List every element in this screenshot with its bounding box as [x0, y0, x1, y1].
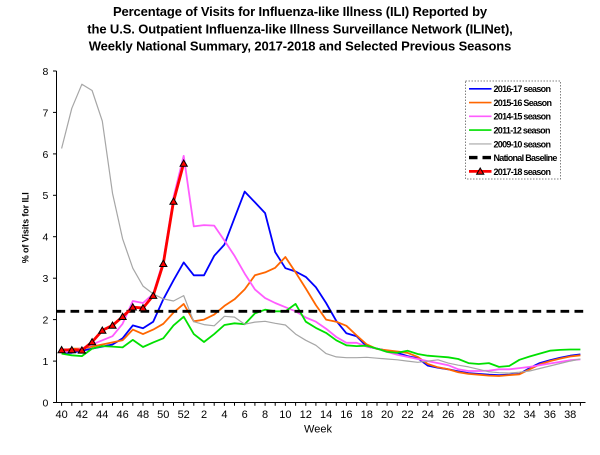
- svg-text:2: 2: [42, 315, 48, 327]
- svg-text:Week: Week: [304, 424, 332, 436]
- svg-text:2009-10 season: 2009-10 season: [494, 139, 551, 149]
- svg-text:42: 42: [76, 409, 88, 421]
- svg-text:7: 7: [42, 107, 48, 119]
- svg-text:Percentage of Visits for Influ: Percentage of Visits for Influenza-like …: [113, 4, 488, 19]
- svg-text:36: 36: [544, 409, 556, 421]
- svg-text:2016-17 season: 2016-17 season: [494, 84, 551, 94]
- svg-text:6: 6: [242, 409, 248, 421]
- svg-text:National Baseline: National Baseline: [494, 153, 558, 163]
- svg-text:10: 10: [279, 409, 291, 421]
- svg-text:2011-12 season: 2011-12 season: [494, 126, 550, 136]
- svg-text:50: 50: [157, 409, 169, 421]
- svg-text:16: 16: [340, 409, 352, 421]
- svg-text:2014-15 season: 2014-15 season: [494, 112, 551, 122]
- svg-text:48: 48: [137, 409, 149, 421]
- svg-text:3: 3: [42, 273, 48, 285]
- svg-text:44: 44: [96, 409, 108, 421]
- svg-text:1: 1: [42, 356, 48, 368]
- svg-text:20: 20: [381, 409, 393, 421]
- svg-text:26: 26: [442, 409, 454, 421]
- svg-text:8: 8: [42, 66, 48, 78]
- svg-text:0: 0: [42, 397, 48, 409]
- svg-text:4: 4: [221, 409, 227, 421]
- svg-text:34: 34: [523, 409, 535, 421]
- svg-text:2017-18 season: 2017-18 season: [494, 167, 551, 177]
- svg-text:40: 40: [55, 409, 67, 421]
- svg-text:Weekly National Summary, 2017-: Weekly National Summary, 2017-2018 and S…: [89, 39, 512, 54]
- svg-text:14: 14: [320, 409, 332, 421]
- svg-text:8: 8: [262, 409, 268, 421]
- svg-text:22: 22: [401, 409, 413, 421]
- svg-text:32: 32: [503, 409, 515, 421]
- svg-text:6: 6: [42, 149, 48, 161]
- svg-text:% of Visits for ILI: % of Visits for ILI: [21, 192, 31, 263]
- svg-text:2: 2: [201, 409, 207, 421]
- svg-text:30: 30: [483, 409, 495, 421]
- svg-text:46: 46: [116, 409, 128, 421]
- svg-text:4: 4: [42, 232, 48, 244]
- svg-text:the U.S. Outpatient Influenza-: the U.S. Outpatient Influenza-like Illne…: [87, 21, 512, 36]
- svg-text:2015-16 Season: 2015-16 Season: [494, 98, 552, 108]
- svg-text:24: 24: [422, 409, 434, 421]
- svg-text:52: 52: [178, 409, 190, 421]
- svg-text:18: 18: [361, 409, 373, 421]
- svg-text:38: 38: [564, 409, 576, 421]
- svg-text:5: 5: [42, 190, 48, 202]
- svg-text:12: 12: [300, 409, 312, 421]
- svg-text:28: 28: [462, 409, 474, 421]
